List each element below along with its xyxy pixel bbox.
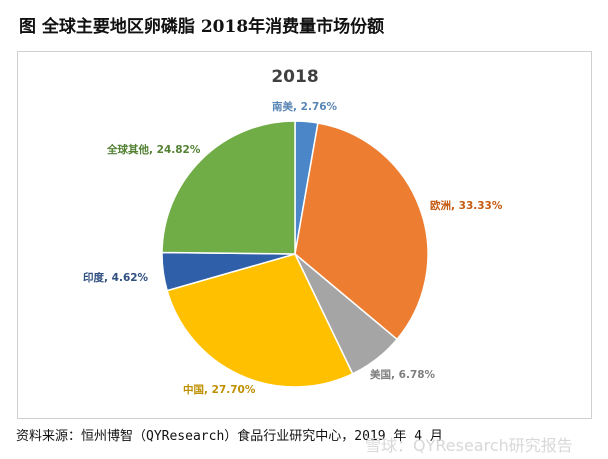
data-label-4: 印度, 4.62% <box>83 271 149 284</box>
pie-slice-1 <box>294 122 429 341</box>
data-label-5: 全球其他, 24.82% <box>106 143 201 156</box>
data-label-1: 欧洲, 33.33% <box>430 199 503 212</box>
pie-slice-5 <box>161 120 296 255</box>
figure-title: 图 全球主要地区卵磷脂 2018年消费量市场份额 <box>19 17 385 37</box>
pie-slice-3 <box>166 253 354 388</box>
source-note: 资料来源：恒州博智（QYResearch）食品行业研究中心，2019 年 4 月 <box>16 429 443 444</box>
chart-title: 2018 <box>271 67 318 87</box>
data-label-3: 中国, 27.70% <box>183 383 256 396</box>
chart-frame <box>17 51 592 419</box>
data-label-2: 美国, 6.78% <box>370 368 436 381</box>
watermark: 雪球：QYResearch研究报告 <box>365 436 573 455</box>
data-label-0: 南美, 2.76% <box>272 100 338 113</box>
